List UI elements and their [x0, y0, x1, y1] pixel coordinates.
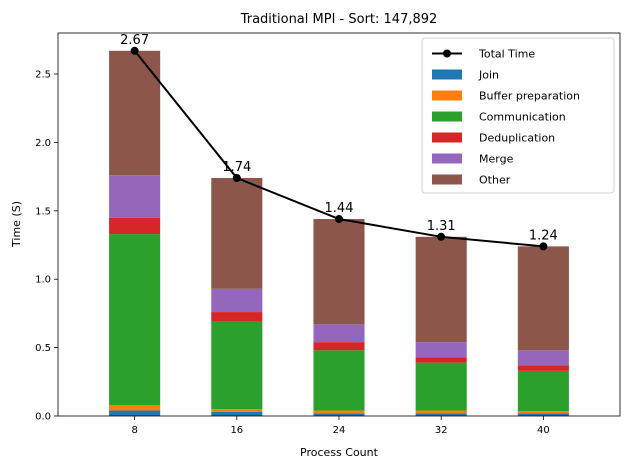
- x-axis-label: Process Count: [300, 446, 379, 459]
- total-time-point-32: [437, 232, 446, 241]
- legend-swatch-deduplication: [432, 132, 462, 143]
- bars-layer: [109, 50, 569, 416]
- legend-label-merge: Merge: [479, 153, 514, 166]
- bar-buffer-preparation-16: [211, 409, 263, 412]
- legend-label-deduplication: Deduplication: [479, 132, 555, 145]
- y-tick-label-1.5: 1.5: [35, 206, 51, 217]
- legend-label-total-time: Total Time: [478, 48, 535, 61]
- bar-buffer-preparation-8: [109, 405, 161, 411]
- total-time-point-24: [335, 215, 343, 224]
- y-tick-label-2.0: 2.0: [35, 138, 51, 149]
- bar-buffer-preparation-32: [415, 410, 467, 414]
- total-time-data-label-32: 1.31: [427, 219, 456, 234]
- legend-line-marker: [443, 49, 451, 58]
- total-time-data-label-40: 1.24: [529, 228, 558, 243]
- bar-merge-16: [211, 288, 263, 313]
- bar-merge-8: [109, 175, 161, 218]
- x-tick-label-40: 40: [537, 425, 550, 436]
- legend-label-join: Join: [478, 69, 499, 82]
- total-time-line-layer: 2.67 1.74 1.44 1.31 1.24: [120, 33, 558, 251]
- bar-other-16: [211, 177, 263, 289]
- bar-join-24: [313, 413, 365, 416]
- bar-communication-8: [109, 234, 161, 406]
- legend-swatch-communication: [432, 111, 462, 122]
- bar-join-40: [517, 413, 569, 416]
- legend-label-other: Other: [479, 174, 511, 187]
- legend: Total Time Join Buffer preparation Communic…: [421, 37, 615, 194]
- bar-other-32: [415, 236, 467, 343]
- bar-communication-16: [211, 321, 263, 410]
- bar-deduplication-40: [517, 365, 569, 371]
- chart-title: Traditional MPI - Sort: 147,892: [240, 12, 438, 27]
- bar-join-32: [415, 413, 467, 416]
- bar-other-8: [109, 50, 161, 176]
- bar-deduplication-8: [109, 217, 161, 235]
- legend-label-communication: Communication: [479, 111, 566, 124]
- x-tick-label-24: 24: [333, 425, 346, 436]
- total-time-data-label-8: 2.67: [120, 33, 149, 48]
- bar-other-24: [313, 219, 365, 325]
- bar-other-40: [517, 246, 569, 351]
- legend-swatch-merge: [432, 153, 462, 164]
- bar-merge-40: [517, 350, 569, 366]
- x-tick-label-8: 8: [131, 425, 137, 436]
- bar-deduplication-16: [211, 312, 263, 322]
- legend-swatch-other: [432, 174, 462, 185]
- y-tick-label-1.0: 1.0: [35, 275, 51, 286]
- x-tick-label-16: 16: [230, 425, 243, 436]
- y-axis: 0.0 0.5 1.0 1.5 2.0 2.5: [35, 70, 58, 423]
- bar-deduplication-24: [313, 342, 365, 351]
- bar-merge-24: [313, 324, 365, 343]
- x-axis: 8 16 24 32 40: [131, 416, 550, 436]
- total-time-point-40: [539, 242, 548, 251]
- bar-join-16: [211, 411, 263, 416]
- legend-label-buffer-preparation: Buffer preparation: [479, 90, 580, 103]
- bar-buffer-preparation-24: [313, 410, 365, 414]
- bar-merge-32: [415, 342, 467, 358]
- total-time-data-label-16: 1.74: [222, 160, 251, 175]
- bar-join-8: [109, 410, 161, 416]
- y-axis-label: Time (S): [10, 201, 23, 248]
- bar-deduplication-32: [415, 357, 467, 363]
- total-time-data-label-24: 1.44: [325, 201, 354, 216]
- y-tick-label-0.5: 0.5: [35, 343, 51, 354]
- bar-communication-40: [517, 370, 569, 412]
- y-tick-label-2.5: 2.5: [35, 70, 51, 81]
- bar-communication-24: [313, 350, 365, 411]
- y-tick-label-0.0: 0.0: [35, 412, 51, 423]
- legend-box: [421, 37, 615, 194]
- legend-swatch-buffer-preparation: [432, 90, 462, 101]
- x-tick-label-32: 32: [435, 425, 448, 436]
- bar-communication-32: [415, 362, 467, 411]
- legend-swatch-join: [432, 69, 462, 80]
- total-time-point-8: [130, 46, 139, 55]
- bar-buffer-preparation-40: [517, 411, 569, 414]
- total-time-point-16: [232, 173, 241, 182]
